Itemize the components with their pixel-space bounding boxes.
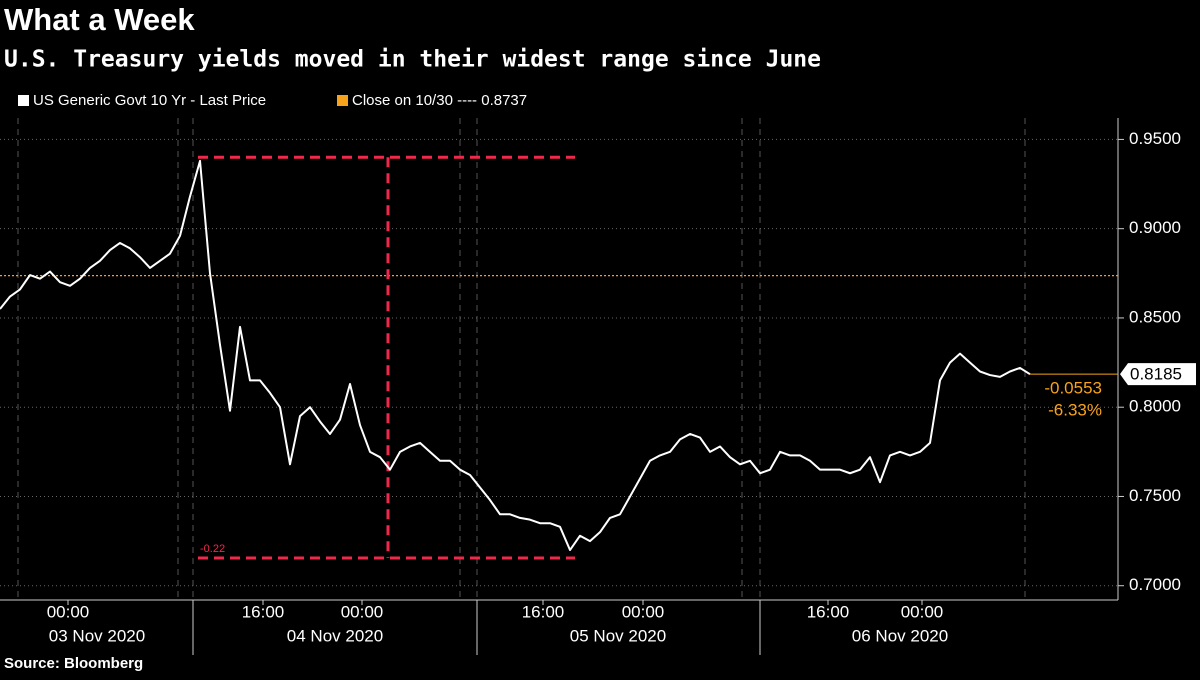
chart-title: What a Week xyxy=(4,2,195,37)
y-tick-label: 0.8500 xyxy=(1129,307,1181,326)
date-label: 04 Nov 2020 xyxy=(287,626,383,645)
x-tick-label: 16:00 xyxy=(522,602,565,621)
last-price-label: 0.8185 xyxy=(1130,365,1182,384)
range-label: -0.22 xyxy=(200,543,225,555)
y-tick-label: 0.9000 xyxy=(1129,218,1181,237)
y-tick-label: 0.7000 xyxy=(1129,575,1181,594)
legend-label: Close on 10/30 ---- 0.8737 xyxy=(352,92,527,109)
legend-swatch xyxy=(337,95,348,106)
x-tick-label: 00:00 xyxy=(901,602,944,621)
date-label: 06 Nov 2020 xyxy=(852,626,948,645)
change-label: -6.33% xyxy=(1048,401,1102,420)
x-tick-label: 00:00 xyxy=(622,602,665,621)
x-tick-label: 16:00 xyxy=(807,602,850,621)
y-tick-label: 0.7500 xyxy=(1129,486,1181,505)
x-tick-label: 00:00 xyxy=(341,602,384,621)
legend-swatch xyxy=(18,95,29,106)
last-price-tag xyxy=(1120,363,1196,386)
date-label: 05 Nov 2020 xyxy=(570,626,666,645)
price-line xyxy=(0,159,1031,552)
y-tick-label: 0.9500 xyxy=(1129,129,1181,148)
chart-subtitle: U.S. Treasury yields moved in their wide… xyxy=(4,47,821,73)
x-tick-label: 16:00 xyxy=(242,602,285,621)
date-label: 03 Nov 2020 xyxy=(49,626,145,645)
x-tick-label: 00:00 xyxy=(47,602,90,621)
session-separators xyxy=(17,118,1026,600)
legend-label: US Generic Govt 10 Yr - Last Price xyxy=(33,92,266,109)
change-label: -0.0553 xyxy=(1044,379,1102,398)
y-tick-label: 0.8000 xyxy=(1129,397,1181,416)
source: Source: Bloomberg xyxy=(4,655,143,672)
